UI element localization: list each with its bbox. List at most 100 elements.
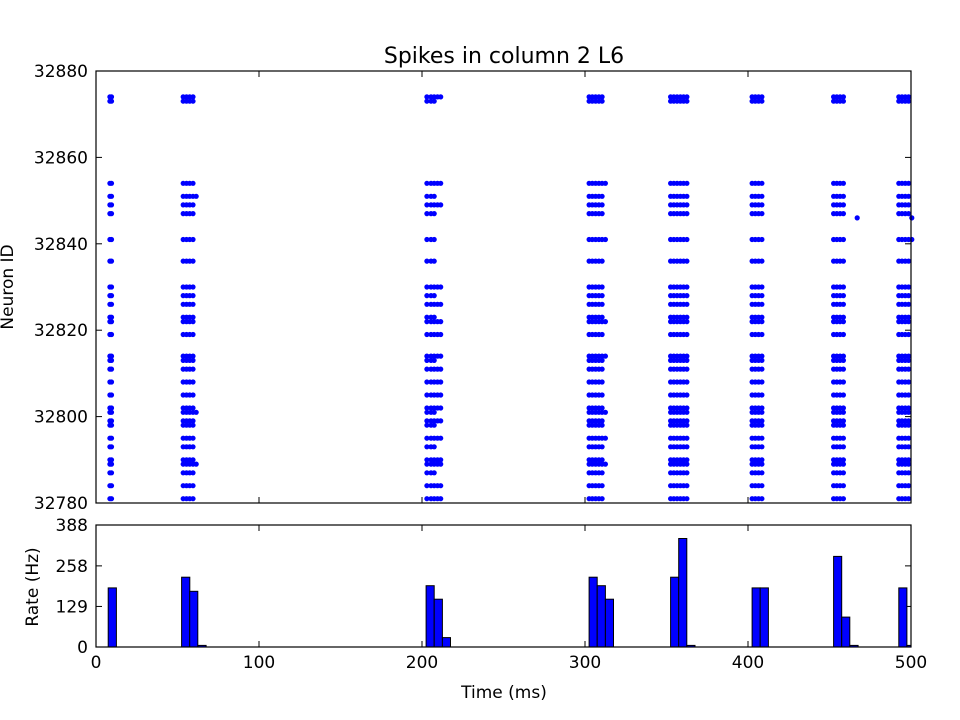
spike-point xyxy=(190,94,196,100)
spike-point xyxy=(108,366,115,372)
raster-ytick-label: 32860 xyxy=(34,148,88,168)
spike-point xyxy=(684,496,690,502)
spike-point xyxy=(438,405,444,411)
spike-point xyxy=(424,366,430,372)
raster-ytick-label: 32820 xyxy=(34,321,88,341)
spike-point xyxy=(906,301,912,307)
spike-point xyxy=(906,180,912,186)
spike-point xyxy=(599,444,605,450)
spike-point xyxy=(424,258,430,264)
spike-point xyxy=(424,293,430,299)
spike-point xyxy=(438,319,444,325)
spike-point xyxy=(190,202,196,208)
rate-bar xyxy=(596,585,606,648)
spike-point xyxy=(759,193,765,199)
spike-point xyxy=(108,392,115,398)
spike-point xyxy=(424,319,430,325)
spike-point xyxy=(759,357,765,363)
spike-point xyxy=(108,461,115,467)
spike-point xyxy=(759,180,765,186)
spike-point xyxy=(599,314,605,320)
spike-point xyxy=(684,461,690,467)
spike-point xyxy=(759,319,765,325)
spike-point xyxy=(438,331,444,338)
spike-point xyxy=(684,236,690,243)
spike-point xyxy=(424,379,430,385)
spike-point xyxy=(759,496,765,502)
spike-point xyxy=(840,293,847,299)
spike-point xyxy=(759,435,765,441)
spike-point xyxy=(424,483,430,489)
spike-point xyxy=(424,98,430,104)
spike-point xyxy=(108,422,115,428)
spike-point xyxy=(759,211,765,217)
spike-point xyxy=(599,258,605,264)
spike-point xyxy=(193,409,199,415)
spike-point xyxy=(424,202,430,208)
spike-point xyxy=(424,461,430,467)
rate-bar xyxy=(678,538,688,648)
spike-point xyxy=(438,496,444,502)
spike-point xyxy=(840,461,847,467)
raster-plot-frame xyxy=(95,70,912,504)
spike-point xyxy=(108,236,115,243)
rate-xtick-label: 400 xyxy=(732,653,764,673)
spike-point xyxy=(431,357,437,363)
spike-point xyxy=(190,180,196,186)
spike-point xyxy=(684,392,690,398)
spike-point xyxy=(759,444,765,450)
raster-ytick-label: 32780 xyxy=(34,494,88,514)
spike-point xyxy=(840,314,847,320)
spike-point xyxy=(599,293,605,299)
spike-point xyxy=(759,314,765,320)
spike-point xyxy=(438,457,444,463)
spike-point xyxy=(906,435,912,441)
spike-point xyxy=(684,314,690,320)
rate-ytick-label: 129 xyxy=(56,597,88,617)
spike-point xyxy=(108,331,115,338)
spike-point xyxy=(190,331,196,338)
spike-point xyxy=(759,470,765,476)
spike-point xyxy=(424,193,430,199)
spike-point xyxy=(599,94,605,100)
spike-point xyxy=(424,409,430,415)
spike-point xyxy=(424,211,430,217)
spike-point xyxy=(906,211,912,217)
rate-bar xyxy=(670,576,680,648)
spike-point xyxy=(602,461,609,467)
rate-bar xyxy=(189,590,199,648)
spike-point xyxy=(190,470,196,476)
rate-bar xyxy=(181,576,191,648)
spike-point xyxy=(684,470,690,476)
spike-point xyxy=(840,470,847,476)
spike-point xyxy=(108,405,115,411)
spike-point xyxy=(906,353,912,359)
spike-point xyxy=(190,435,196,441)
spike-point xyxy=(684,457,690,463)
spike-point xyxy=(599,422,605,428)
rate-xtick-label: 0 xyxy=(91,653,102,673)
spike-point xyxy=(684,258,690,264)
spike-point xyxy=(190,496,196,502)
spike-point xyxy=(599,211,605,217)
spike-point xyxy=(906,314,912,320)
spike-point xyxy=(684,357,690,363)
spike-point xyxy=(424,422,430,428)
spike-point xyxy=(684,331,690,338)
spike-point xyxy=(431,293,437,299)
spike-point xyxy=(684,98,690,104)
spike-point xyxy=(602,319,609,325)
spike-point xyxy=(906,366,912,372)
spike-point xyxy=(906,379,912,385)
spike-point xyxy=(684,301,690,307)
spike-point xyxy=(906,331,912,338)
spike-point xyxy=(684,211,690,217)
spike-point xyxy=(193,461,199,467)
spike-point xyxy=(438,435,444,441)
spike-point xyxy=(190,258,196,264)
spike-point xyxy=(906,202,912,208)
rate-bar xyxy=(604,598,615,648)
spike-point xyxy=(759,98,765,104)
spike-point xyxy=(684,418,690,424)
